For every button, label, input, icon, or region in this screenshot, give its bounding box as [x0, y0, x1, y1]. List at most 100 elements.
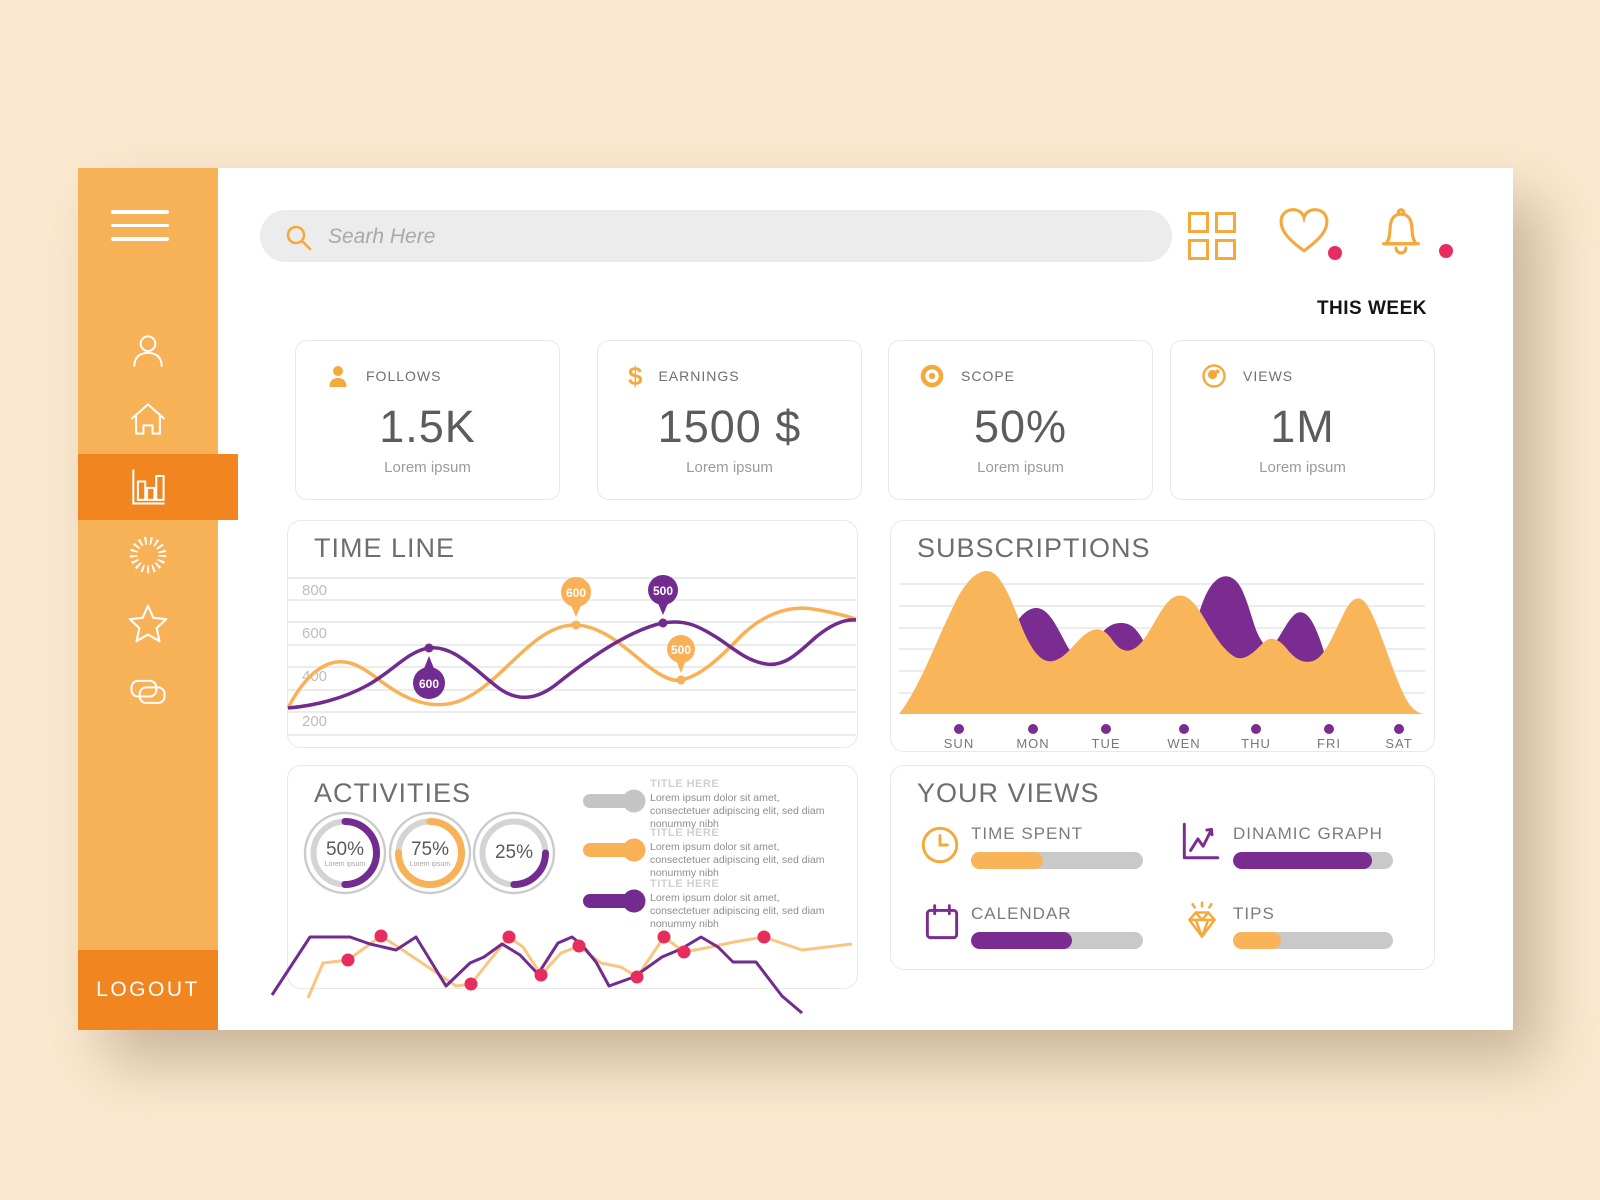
your-views-title: YOUR VIEWS — [917, 778, 1100, 808]
donut-chart-25: 25% — [471, 810, 557, 896]
stat-card-views: VIEWS 1M Lorem ipsum — [1170, 340, 1435, 500]
favorites-button[interactable] — [1276, 206, 1356, 266]
stat-card-earnings: $ EARNINGS 1500 $ Lorem ipsum — [597, 340, 862, 500]
stat-label: FOLLOWS — [366, 368, 442, 384]
stat-value: 1500 $ — [657, 401, 802, 452]
dashboard-window: LOGOUT THIS WEEK FOLLOWS 1.5K — [78, 168, 1513, 1030]
cards-icon — [130, 679, 166, 704]
dinamic-graph-progress — [1233, 852, 1393, 869]
tips-progress — [1233, 932, 1393, 949]
calendar-progress — [971, 932, 1143, 949]
line-graph-icon — [1182, 822, 1220, 860]
sidebar-item-favorites[interactable] — [125, 600, 171, 646]
stat-label: EARNINGS — [658, 368, 740, 384]
search-icon — [286, 225, 312, 251]
stat-value: 50% — [973, 401, 1068, 452]
subscriptions-panel: SUBSCRIPTIONS SUN MON TUE WEN THU FRI — [890, 520, 1435, 752]
logout-button[interactable]: LOGOUT — [78, 950, 218, 1030]
view-label: CALENDAR — [971, 904, 1072, 923]
search-bar[interactable] — [260, 210, 1172, 264]
svg-text:500: 500 — [671, 643, 691, 657]
user-icon — [133, 335, 163, 367]
activities-panel: ACTIVITIES 50% Lorem ipsum 75% Lorem ips… — [287, 765, 858, 989]
stat-caption: Lorem ipsum — [977, 459, 1064, 476]
view-label: TIPS — [1233, 904, 1275, 923]
notifications-button[interactable] — [1375, 206, 1455, 266]
time-spent-progress — [971, 852, 1143, 869]
activity-bullet-icon — [583, 889, 646, 913]
svg-text:TUE: TUE — [1092, 736, 1121, 751]
timeline-title: TIME LINE — [314, 533, 456, 563]
activity-list-item: TITLE HERE Lorem ipsum dolor sit amet, c… — [582, 878, 842, 930]
timeline-marker-orange-600: 600 — [561, 577, 591, 630]
stat-label: VIEWS — [1243, 368, 1294, 384]
stat-card-follows: FOLLOWS 1.5K Lorem ipsum — [295, 340, 560, 500]
svg-text:MON: MON — [1016, 736, 1049, 751]
svg-text:200: 200 — [302, 713, 327, 730]
sidebar-item-home[interactable] — [125, 396, 171, 442]
sidebar-item-cards[interactable] — [125, 668, 171, 714]
stat-value: 1.5K — [379, 401, 476, 452]
sidebar-item-analytics[interactable] — [78, 454, 238, 520]
diamond-icon — [1188, 901, 1216, 938]
stat-card-scope: SCOPE 50% Lorem ipsum — [888, 340, 1153, 500]
stat-caption: Lorem ipsum — [686, 459, 773, 476]
svg-text:800: 800 — [302, 582, 327, 599]
stat-value: 1M — [1270, 401, 1335, 452]
search-input[interactable] — [326, 210, 1130, 264]
svg-text:THU: THU — [1241, 736, 1271, 751]
heart-notification-dot — [1328, 246, 1342, 260]
your-views-panel: YOUR VIEWS TIME SPENT DINAMIC GRAPH CALE… — [890, 765, 1435, 970]
activities-zigzag-chart — [270, 929, 853, 1015]
subscriptions-area-orange — [899, 571, 1425, 714]
home-icon — [130, 403, 166, 435]
timeline-series-orange — [286, 606, 857, 709]
dollar-icon: $ — [628, 361, 643, 391]
clock-icon — [921, 826, 959, 864]
apps-grid-icon[interactable] — [1188, 212, 1236, 260]
this-week-label: THIS WEEK — [1316, 298, 1427, 319]
loader-icon — [129, 536, 167, 574]
activity-bullet-icon — [583, 838, 646, 862]
svg-text:FRI: FRI — [1317, 736, 1341, 751]
eye-icon — [1202, 364, 1226, 388]
sidebar-item-profile[interactable] — [125, 328, 171, 374]
timeline-marker-purple-600: 600 — [413, 643, 445, 699]
sidebar-nav — [78, 328, 238, 714]
svg-text:SUN: SUN — [944, 736, 974, 751]
activity-list-item: TITLE HERE Lorem ipsum dolor sit amet, c… — [582, 778, 842, 830]
stat-caption: Lorem ipsum — [384, 459, 471, 476]
view-label: TIME SPENT — [971, 824, 1084, 843]
calendar-icon — [925, 904, 959, 940]
svg-text:WEN: WEN — [1167, 736, 1200, 751]
heart-icon — [1279, 208, 1329, 253]
user-icon — [329, 366, 347, 387]
svg-text:500: 500 — [653, 584, 673, 598]
stat-caption: Lorem ipsum — [1259, 459, 1346, 476]
activity-list-item: TITLE HERE Lorem ipsum dolor sit amet, c… — [582, 827, 842, 879]
timeline-chart: 800 600 400 200 600 600 — [286, 575, 857, 736]
svg-text:600: 600 — [419, 677, 439, 691]
activity-bullet-icon — [583, 789, 646, 813]
view-label: DINAMIC GRAPH — [1233, 824, 1383, 843]
activities-title: ACTIVITIES — [314, 778, 472, 808]
bell-notification-dot — [1439, 244, 1453, 258]
menu-icon[interactable] — [111, 210, 169, 251]
sidebar-item-loader[interactable] — [125, 532, 171, 578]
zigzag-points — [341, 929, 771, 991]
subscriptions-title: SUBSCRIPTIONS — [917, 533, 1151, 563]
timeline-marker-orange-500: 500 — [667, 635, 695, 685]
bell-icon — [1382, 208, 1420, 255]
target-icon — [920, 364, 944, 388]
day-labels: SUN MON TUE WEN THU FRI SAT — [944, 736, 1412, 751]
svg-text:600: 600 — [566, 586, 586, 600]
timeline-marker-purple-500: 500 — [648, 575, 678, 628]
timeline-series-purple — [287, 618, 857, 710]
star-icon — [128, 604, 168, 643]
day-dots — [954, 724, 1404, 734]
svg-text:SAT: SAT — [1385, 736, 1412, 751]
svg-text:600: 600 — [302, 625, 327, 642]
donut-chart-50: 50% Lorem ipsum — [302, 810, 388, 896]
timeline-panel: TIME LINE 800 600 400 200 600 — [286, 520, 858, 748]
sidebar: LOGOUT — [78, 168, 238, 1030]
